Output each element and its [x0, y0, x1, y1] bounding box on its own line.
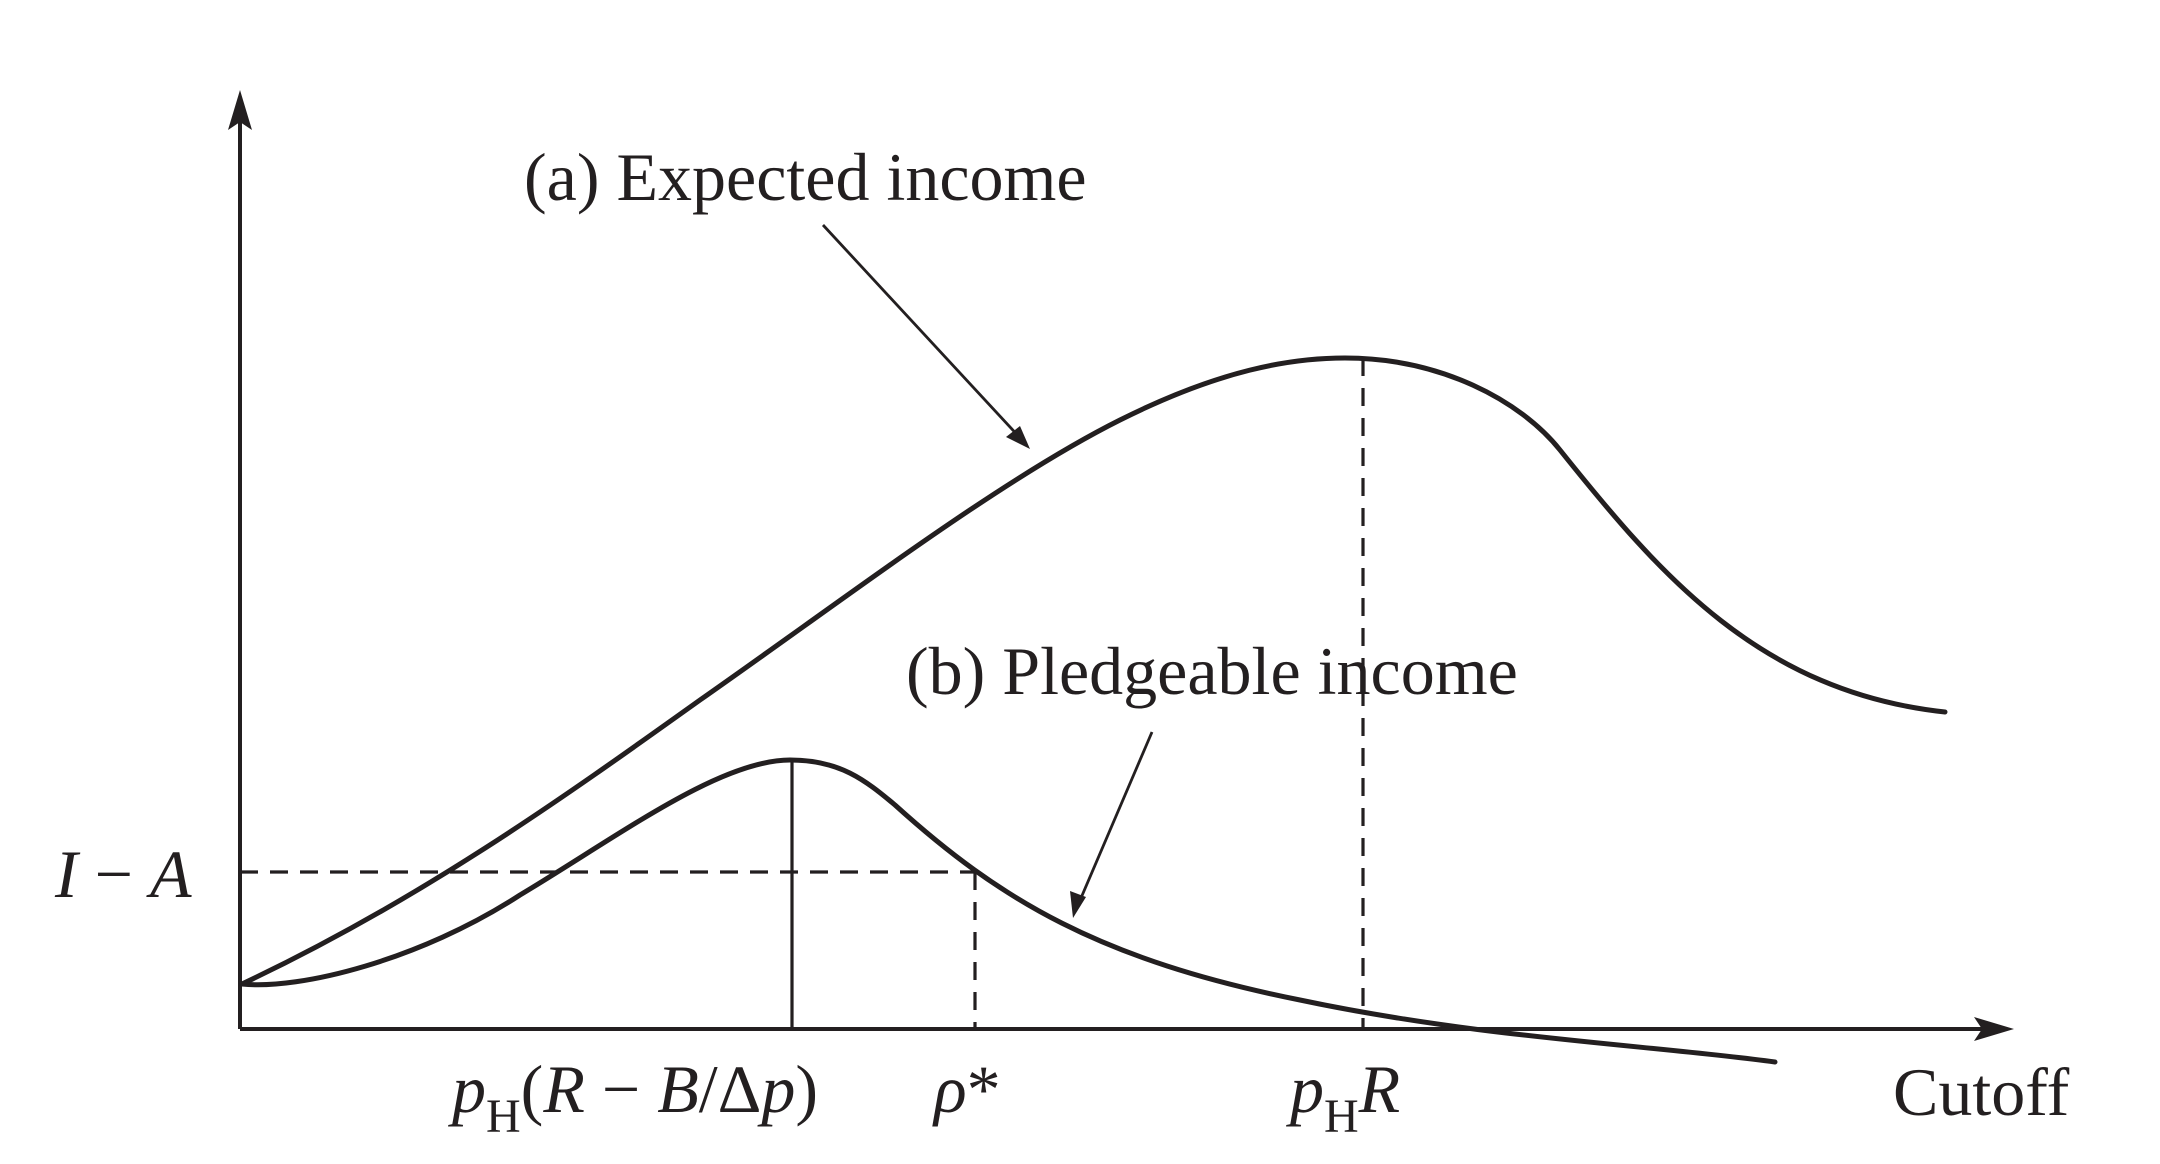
y-axis-arrowhead [228, 90, 252, 130]
expected-income-pointer [821, 224, 1024, 441]
expected-income-label: (a) Expected income [524, 139, 1087, 215]
pledgeable-income-curve [239, 757, 1778, 1065]
pledgeable-income-label: (b) Pledgeable income [906, 633, 1518, 709]
x-tick-label-ph-r-minus-b-over-dp: pH(R − B/Δp) [448, 1051, 818, 1143]
y-tick-label-i-minus-a: I − A [54, 836, 192, 912]
expected-income-curve [239, 355, 1948, 987]
pledgeable-income-pointer [1076, 731, 1154, 906]
x-tick-label-rho-star: ρ* [932, 1051, 1001, 1127]
x-axis-arrowhead [1974, 1017, 2014, 1041]
x-tick-label-ph-r: pHR [1286, 1051, 1400, 1143]
x-axis-label: Cutoff [1893, 1054, 2070, 1130]
expected-income-pointer-arrowhead [1006, 426, 1030, 449]
pledgeable-income-pointer-arrowhead [1070, 891, 1086, 918]
